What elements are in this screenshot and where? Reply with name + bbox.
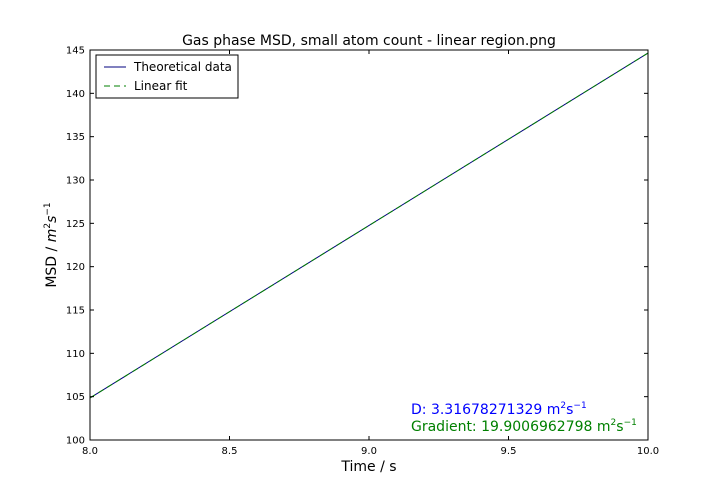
- legend-label-linear-fit: Linear fit: [134, 79, 188, 93]
- y-axis-label-m-exp: 2: [43, 223, 53, 229]
- plot-frame: [89, 49, 649, 441]
- svg-text:MSD / m2s−1: MSD / m2s−1: [43, 202, 60, 287]
- x-tick-label: 8.5: [222, 446, 238, 457]
- y-axis-label-m: m: [44, 229, 60, 243]
- legend-box: [95, 54, 239, 99]
- gradient-annotation: Gradient: 19.9006962798 m2s−1: [411, 418, 637, 435]
- y-tick-label: 140: [66, 89, 85, 100]
- series-layer: [89, 52, 649, 399]
- x-tick-label: 10.0: [637, 446, 659, 457]
- chart-title: Gas phase MSD, small atom count - linear…: [182, 33, 556, 49]
- y-axis-label-s: s: [44, 216, 60, 223]
- y-axis-label: MSD / m2s−1: [43, 202, 60, 287]
- x-tick-label: 9.5: [501, 446, 517, 457]
- y-tick-label: 100: [66, 436, 85, 447]
- x-tick-label: 8.0: [82, 446, 98, 457]
- y-tick-label: 110: [66, 349, 85, 360]
- ticks-layer: 8.0 8.5 9.0 9.5 10.0 100 105 110 115 120 125 130 135…: [66, 46, 659, 458]
- y-tick-label: 135: [66, 132, 85, 143]
- y-axis-label-s-exp: −1: [43, 202, 53, 215]
- x-axis-label: Time / s: [340, 459, 396, 475]
- legend: Theoretical data Linear fit: [95, 54, 239, 99]
- annotations: D: 3.31678271329 m2s−1 Gradient: 19.9006…: [411, 401, 637, 435]
- plot-area: [90, 50, 648, 440]
- y-tick-label: 105: [66, 392, 85, 403]
- x-tick-label: 9.0: [361, 446, 377, 457]
- y-tick-label: 130: [66, 176, 85, 187]
- y-axis-label-main: MSD /: [44, 242, 60, 287]
- series-line-theoretical-data: [89, 52, 649, 399]
- y-tick-label: 125: [66, 219, 85, 230]
- y-tick-label: 145: [66, 46, 85, 57]
- y-tick-label: 115: [66, 306, 85, 317]
- legend-label-theoretical: Theoretical data: [133, 60, 232, 74]
- y-tick-label: 120: [66, 262, 85, 273]
- diffusion-annotation: D: 3.31678271329 m2s−1: [411, 401, 587, 418]
